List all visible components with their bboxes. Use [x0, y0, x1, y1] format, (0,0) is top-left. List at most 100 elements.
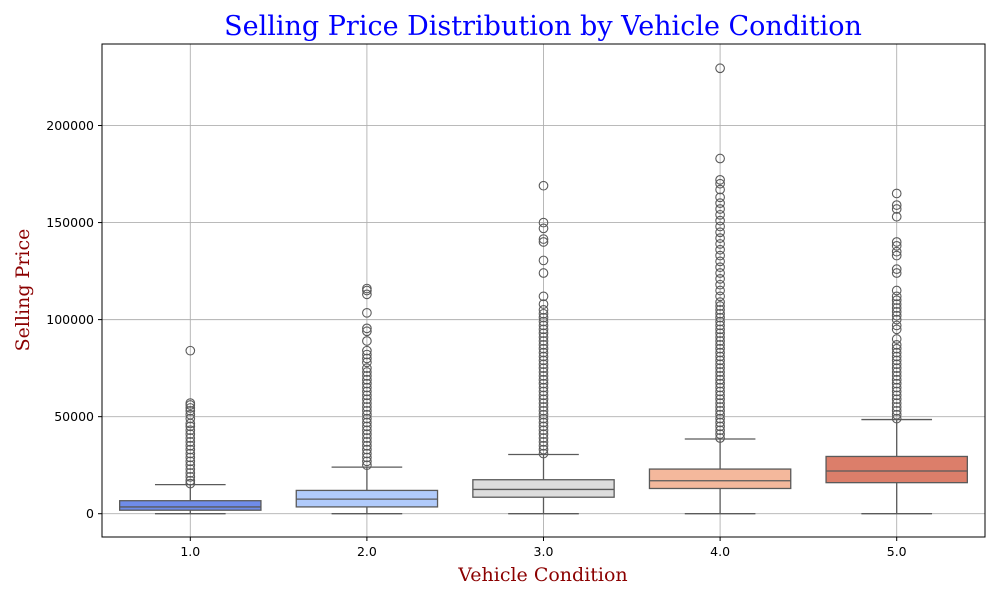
iqr-box — [648, 468, 792, 490]
outlier-point — [715, 256, 725, 267]
box-group-4.0 — [648, 63, 792, 515]
outlier-point — [185, 444, 196, 455]
outlier-point — [362, 382, 372, 393]
outlier-point — [891, 295, 902, 306]
outlier-point — [715, 239, 725, 249]
outlier-point — [362, 390, 372, 401]
outlier-point — [715, 63, 725, 74]
outlier-point — [891, 347, 902, 358]
y-axis-label: Selling Price — [12, 229, 34, 352]
outlier-point — [891, 310, 902, 321]
outlier-point — [891, 405, 902, 416]
outlier-point — [185, 413, 196, 424]
outlier-point — [715, 285, 725, 296]
outlier-point — [362, 409, 372, 420]
outlier-point — [891, 291, 902, 302]
outlier-point — [185, 433, 196, 443]
iqr-box — [825, 455, 968, 484]
outlier-point — [891, 378, 902, 389]
outlier-point — [362, 307, 372, 318]
outlier-point — [891, 204, 902, 214]
outlier-point — [715, 405, 725, 416]
outlier-point — [891, 367, 902, 377]
outlier-point — [891, 246, 902, 257]
outlier-point — [538, 355, 549, 366]
outlier-point — [538, 336, 549, 346]
outlier-point — [715, 343, 725, 354]
outlier-point — [715, 351, 725, 362]
outlier-point — [891, 211, 902, 222]
outlier-point — [715, 421, 725, 432]
outlier-point — [715, 386, 725, 397]
outlier-point — [185, 471, 196, 482]
outlier-point — [891, 390, 902, 401]
outlier-point — [538, 320, 549, 331]
outlier-point — [538, 268, 549, 278]
outlier-point — [362, 353, 372, 364]
outlier-point — [715, 305, 725, 315]
outlier-point — [538, 217, 549, 228]
outlier-point — [185, 403, 196, 413]
outlier-point — [715, 363, 725, 373]
outlier-point — [538, 386, 549, 397]
outlier-point — [185, 475, 196, 486]
outlier-point — [538, 374, 549, 385]
outlier-point — [891, 250, 902, 261]
outlier-point — [538, 382, 549, 393]
outlier-point — [891, 299, 902, 309]
outlier-point — [891, 237, 902, 247]
outlier-point — [538, 398, 549, 408]
outlier-point — [715, 198, 725, 209]
outlier-point — [538, 402, 549, 412]
x-tick-label: 5.0 — [887, 544, 907, 559]
outlier-point — [715, 262, 725, 273]
outlier-point — [715, 332, 725, 342]
outlier-point — [538, 409, 549, 420]
outlier-point — [362, 429, 372, 439]
outlier-point — [538, 308, 549, 319]
outlier-point — [891, 324, 902, 335]
outlier-point — [538, 305, 549, 315]
outlier-point — [891, 413, 902, 424]
outlier-point — [715, 425, 725, 436]
outlier-point — [362, 452, 372, 463]
outlier-point — [891, 188, 902, 199]
outlier-point — [185, 405, 196, 416]
outlier-point — [362, 437, 372, 447]
x-tick-label: 2.0 — [357, 544, 377, 559]
outlier-point — [538, 433, 549, 443]
outlier-point — [715, 367, 725, 377]
outlier-point — [715, 339, 725, 350]
outlier-point — [891, 386, 902, 397]
outlier-point — [891, 398, 902, 408]
outlier-point — [538, 413, 549, 424]
outlier-point — [538, 299, 549, 309]
outlier-point — [362, 289, 372, 300]
outlier-point — [891, 402, 902, 412]
outlier-point — [715, 244, 725, 255]
x-tick-label: 3.0 — [534, 544, 554, 559]
outlier-point — [185, 460, 196, 471]
outlier-point — [538, 437, 549, 447]
outlier-point — [538, 378, 549, 389]
x-tick-label: 4.0 — [710, 544, 730, 559]
outlier-point — [715, 274, 725, 284]
outlier-point — [715, 409, 725, 420]
outlier-point — [891, 374, 902, 385]
outlier-point — [891, 241, 902, 251]
outlier-point — [362, 413, 372, 424]
outlier-point — [891, 334, 902, 344]
outlier-point — [538, 339, 549, 350]
outlier-point — [538, 312, 549, 323]
outlier-point — [362, 456, 372, 467]
outlier-point — [715, 394, 725, 405]
iqr-box — [472, 479, 615, 498]
outlier-point — [715, 268, 725, 278]
outlier-point — [715, 429, 725, 439]
outlier-point — [715, 178, 725, 189]
outlier-point — [538, 291, 549, 302]
outlier-point — [538, 234, 549, 244]
outlier-point — [185, 464, 196, 474]
plot-frame — [101, 43, 986, 538]
outlier-point — [538, 405, 549, 416]
